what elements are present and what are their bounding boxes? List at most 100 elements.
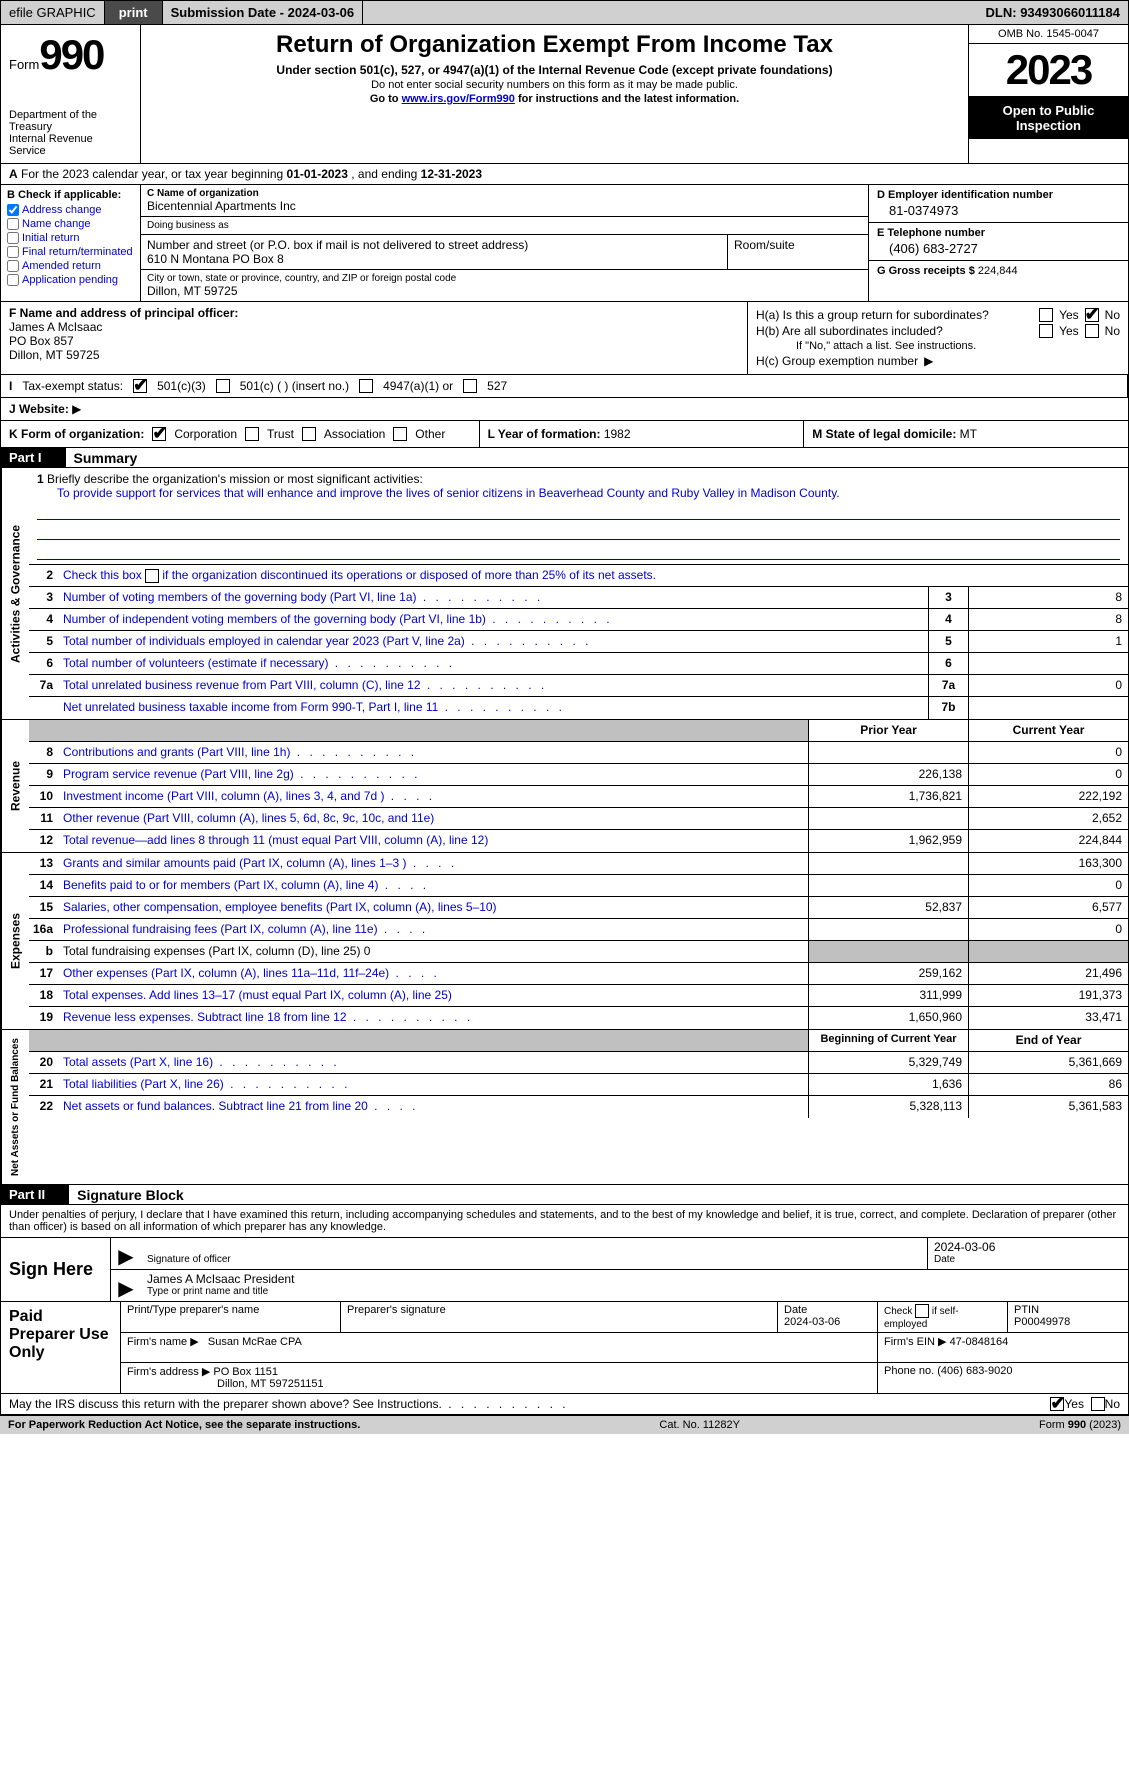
hdr-curr: Current Year bbox=[968, 720, 1128, 741]
discuss-no[interactable] bbox=[1091, 1397, 1105, 1411]
officer-addr2: Dillon, MT 59725 bbox=[9, 348, 100, 362]
telephone: (406) 683-2727 bbox=[877, 241, 978, 256]
print-button[interactable]: print bbox=[105, 1, 163, 24]
l16b: Total fundraising expenses (Part IX, col… bbox=[59, 941, 808, 962]
part2-header: Part II Signature Block bbox=[0, 1185, 1129, 1205]
org-name: Bicentennial Apartments Inc bbox=[147, 199, 862, 213]
l18: Total expenses. Add lines 13–17 (must eq… bbox=[59, 985, 808, 1006]
addr-lbl: Number and street (or P.O. box if mail i… bbox=[147, 238, 721, 252]
chk-trust[interactable] bbox=[245, 427, 259, 441]
hdr-prior: Prior Year bbox=[808, 720, 968, 741]
cat-no: Cat. No. 11282Y bbox=[659, 1419, 740, 1431]
header-left: Form990 Department of the Treasury Inter… bbox=[1, 25, 141, 163]
l16a: Professional fundraising fees (Part IX, … bbox=[59, 919, 808, 940]
org-name-lbl: C Name of organization bbox=[147, 188, 862, 199]
sec-f: F Name and address of principal officer:… bbox=[1, 302, 748, 374]
discuss-text: May the IRS discuss this return with the… bbox=[9, 1397, 1050, 1411]
chk-amended[interactable] bbox=[7, 260, 19, 272]
l5: Total number of individuals employed in … bbox=[59, 631, 928, 652]
discuss-row: May the IRS discuss this return with the… bbox=[0, 1394, 1129, 1415]
row-klm: K Form of organization: Corporation Trus… bbox=[0, 421, 1129, 448]
chk-pending[interactable] bbox=[7, 274, 19, 286]
activities-label: Activities & Governance bbox=[1, 468, 29, 719]
discuss-yes[interactable] bbox=[1050, 1397, 1064, 1411]
form-title: Return of Organization Exempt From Incom… bbox=[151, 31, 958, 59]
officer-addr1: PO Box 857 bbox=[9, 334, 74, 348]
footer: For Paperwork Reduction Act Notice, see … bbox=[0, 1415, 1129, 1434]
chk-self-emp[interactable] bbox=[915, 1304, 929, 1318]
form-label: Form bbox=[9, 57, 39, 72]
mission-text: To provide support for services that wil… bbox=[37, 486, 840, 500]
chk-final[interactable] bbox=[7, 246, 19, 258]
l2: Check this box if the organization disco… bbox=[59, 565, 1128, 586]
v7b bbox=[968, 697, 1128, 719]
l9: Program service revenue (Part VIII, line… bbox=[59, 764, 808, 785]
chk-name-change[interactable] bbox=[7, 218, 19, 230]
form-number: 990 bbox=[39, 31, 103, 78]
chk-501c3[interactable] bbox=[133, 379, 147, 393]
form-subtitle: Under section 501(c), 527, or 4947(a)(1)… bbox=[151, 63, 958, 77]
arrow-icon: ▶ bbox=[111, 1270, 141, 1301]
room-lbl: Room/suite bbox=[734, 238, 795, 252]
l6: Total number of volunteers (estimate if … bbox=[59, 653, 928, 674]
sign-here: Sign Here bbox=[1, 1238, 111, 1301]
l21: Total liabilities (Part X, line 26) bbox=[59, 1074, 808, 1095]
ein-lbl: D Employer identification number bbox=[877, 189, 1120, 201]
part1-badge: Part I bbox=[1, 448, 66, 467]
submission-date: Submission Date - 2024-03-06 bbox=[163, 1, 364, 24]
expenses-section: Expenses 13Grants and similar amounts pa… bbox=[0, 853, 1129, 1030]
activities-section: Activities & Governance 1 Briefly descri… bbox=[0, 468, 1129, 720]
l15: Salaries, other compensation, employee b… bbox=[59, 897, 808, 918]
form-header: Form990 Department of the Treasury Inter… bbox=[0, 25, 1129, 164]
l14: Benefits paid to or for members (Part IX… bbox=[59, 875, 808, 896]
l8: Contributions and grants (Part VIII, lin… bbox=[59, 742, 808, 763]
row-m: M State of legal domicile: MT bbox=[804, 421, 1128, 447]
dba-lbl: Doing business as bbox=[147, 220, 229, 231]
ha-no[interactable] bbox=[1085, 308, 1099, 322]
chk-assoc[interactable] bbox=[302, 427, 316, 441]
sign-here-block: Sign Here ▶ Signature of officer 2024-03… bbox=[0, 1238, 1129, 1302]
line-a: A For the 2023 calendar year, or tax yea… bbox=[0, 164, 1129, 185]
hb-note: If "No," attach a list. See instructions… bbox=[756, 340, 1120, 352]
chk-l2[interactable] bbox=[145, 569, 159, 583]
hdr-beg: Beginning of Current Year bbox=[808, 1030, 968, 1051]
expenses-label: Expenses bbox=[1, 853, 29, 1029]
hb-yes[interactable] bbox=[1039, 324, 1053, 338]
chk-initial[interactable] bbox=[7, 232, 19, 244]
v7a: 0 bbox=[968, 675, 1128, 696]
chk-other[interactable] bbox=[393, 427, 407, 441]
part2-title: Signature Block bbox=[69, 1187, 184, 1203]
col-b-header: B Check if applicable: bbox=[7, 189, 134, 201]
tel-lbl: E Telephone number bbox=[877, 227, 1120, 239]
ha-yes[interactable] bbox=[1039, 308, 1053, 322]
org-address: 610 N Montana PO Box 8 bbox=[147, 252, 721, 266]
row-j-wrap: J Website: ▶ bbox=[0, 398, 1129, 421]
chk-527[interactable] bbox=[463, 379, 477, 393]
chk-501c[interactable] bbox=[216, 379, 230, 393]
irs-link[interactable]: www.irs.gov/Form990 bbox=[402, 93, 515, 105]
part1-header: Part I Summary bbox=[0, 448, 1129, 468]
netassets-label: Net Assets or Fund Balances bbox=[1, 1030, 29, 1184]
col-c: C Name of organization Bicentennial Apar… bbox=[141, 185, 868, 301]
ha-lbl: H(a) Is this a group return for subordin… bbox=[756, 308, 1033, 322]
officer-lbl: F Name and address of principal officer: bbox=[9, 306, 238, 320]
l13: Grants and similar amounts paid (Part IX… bbox=[59, 853, 808, 874]
preparer-title: Paid Preparer Use Only bbox=[1, 1302, 121, 1393]
l17: Other expenses (Part IX, column (A), lin… bbox=[59, 963, 808, 984]
v6 bbox=[968, 653, 1128, 674]
part1-title: Summary bbox=[66, 450, 138, 466]
chk-corp[interactable] bbox=[152, 427, 166, 441]
chk-address-change[interactable] bbox=[7, 204, 19, 216]
v3: 8 bbox=[968, 587, 1128, 608]
irs: Internal Revenue Service bbox=[9, 133, 132, 157]
sig-intro: Under penalties of perjury, I declare th… bbox=[0, 1205, 1129, 1238]
org-city: Dillon, MT 59725 bbox=[147, 284, 862, 298]
dln: DLN: 93493066011184 bbox=[978, 1, 1128, 24]
ein: 81-0374973 bbox=[877, 203, 958, 218]
chk-4947[interactable] bbox=[359, 379, 373, 393]
preparer-block: Paid Preparer Use Only Print/Type prepar… bbox=[0, 1302, 1129, 1394]
hb-no[interactable] bbox=[1085, 324, 1099, 338]
goto-note: Go to www.irs.gov/Form990 for instructio… bbox=[151, 93, 958, 105]
hb-lbl: H(b) Are all subordinates included? bbox=[756, 324, 1033, 338]
l4: Number of independent voting members of … bbox=[59, 609, 928, 630]
